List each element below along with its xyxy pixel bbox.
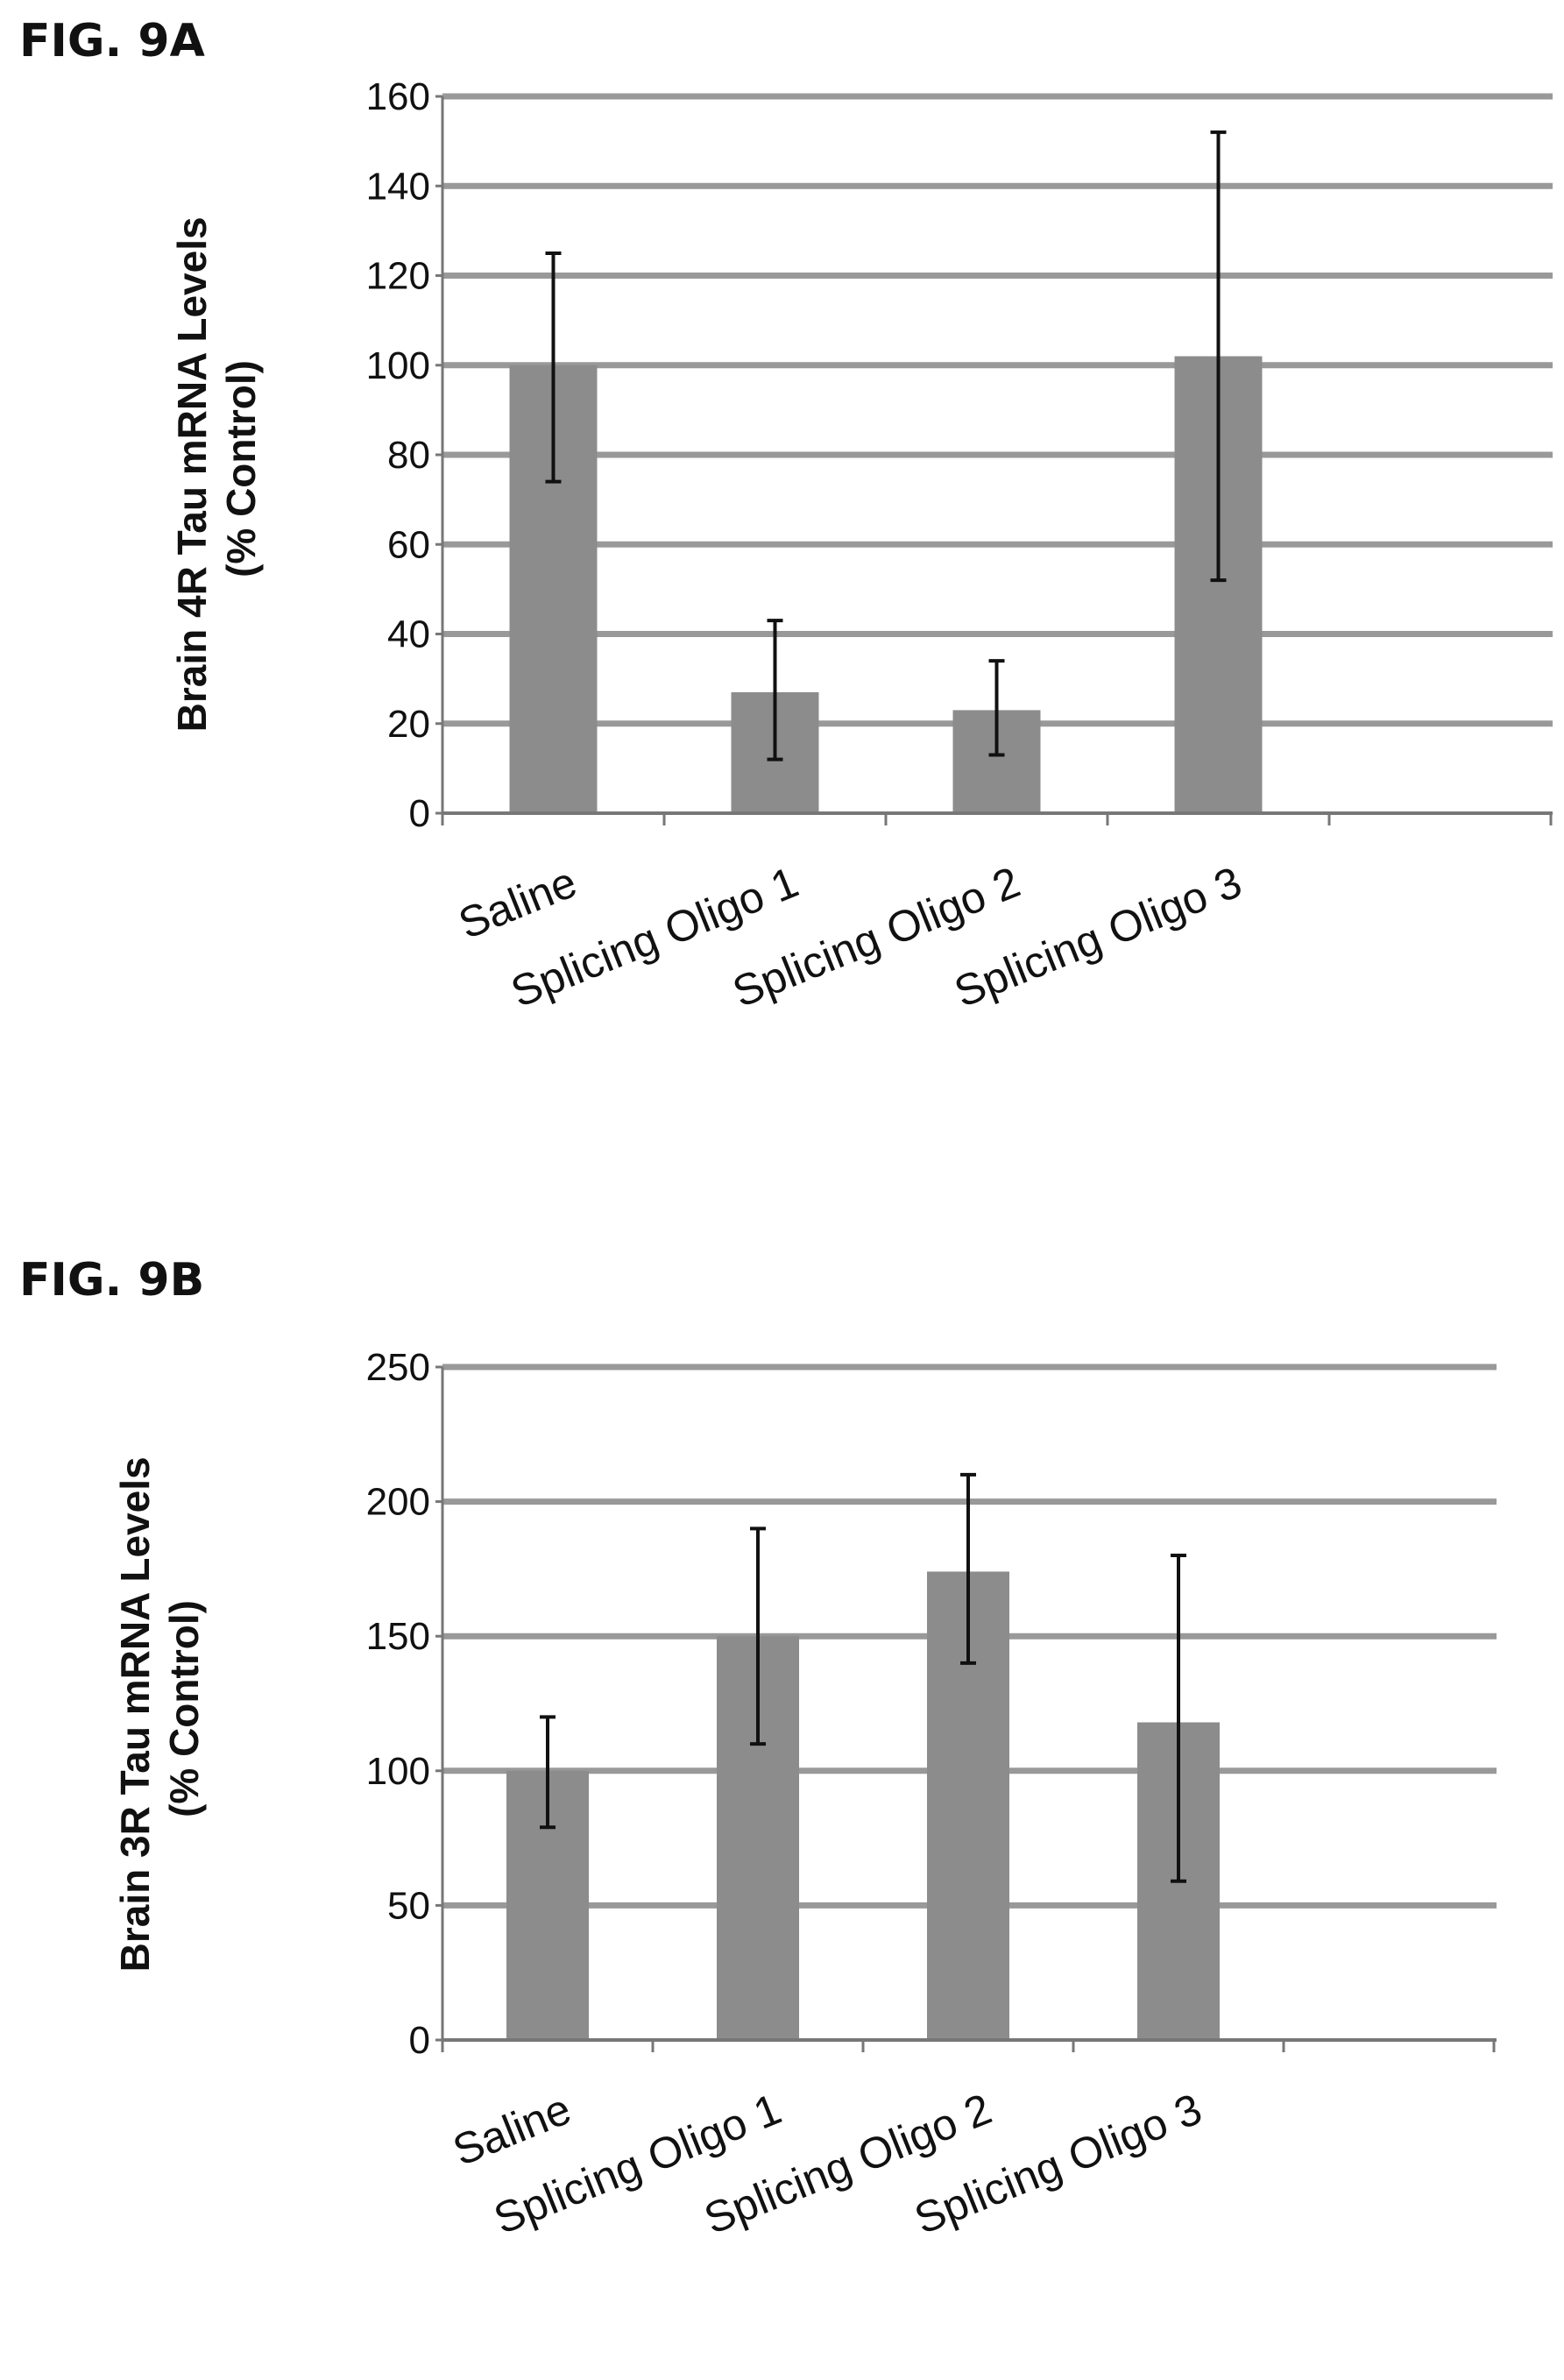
- bars-9a: [509, 356, 1263, 813]
- y-tick-label-9a-60: 60: [387, 523, 430, 566]
- axes-9b: [435, 1365, 1497, 2052]
- y-tick-label-9b-200: 200: [366, 1481, 430, 1524]
- y-tick-label-9a-100: 100: [366, 344, 430, 387]
- y-tick-labels-9a: 0 20 40 60 80 100 120 140 160: [366, 75, 430, 835]
- y-tick-label-9b-250: 250: [366, 1346, 430, 1389]
- figure-label-9a: FIG. 9A: [19, 15, 205, 67]
- y-tick-label-9b-50: 50: [387, 1884, 430, 1927]
- error-bars-9a: [545, 130, 1227, 761]
- category-label-9a-0: Saline: [452, 857, 584, 948]
- y-axis-label-9a: Brain 4R Tau mRNA Levels (% Control): [169, 206, 264, 733]
- y-tick-labels-9b: 0 50 100 150 200 250: [366, 1346, 430, 2062]
- gridlines-9a: [442, 93, 1553, 727]
- y-axis-label-9a-line1: Brain 4R Tau mRNA Levels: [169, 216, 215, 732]
- y-axis-label-9b-line2: (% Control): [161, 1600, 207, 1817]
- y-tick-label-9a-80: 80: [387, 434, 430, 477]
- y-axis-label-9b-line1: Brain 3R Tau mRNA Levels: [112, 1456, 158, 1972]
- chart-9b: FIG. 9B Brain 3R Tau mRNA Levels (% Cont…: [19, 1254, 1497, 2243]
- y-tick-label-9b-100: 100: [366, 1750, 430, 1793]
- y-tick-label-9a-0: 0: [409, 792, 430, 835]
- y-tick-label-9a-140: 140: [366, 165, 430, 208]
- y-tick-label-9a-20: 20: [387, 703, 430, 746]
- y-axis-label-9a-line2: (% Control): [218, 360, 264, 577]
- y-tick-label-9a-40: 40: [387, 613, 430, 656]
- category-label-9b-0: Saline: [446, 2084, 577, 2175]
- y-tick-label-9b-0: 0: [409, 2019, 430, 2062]
- y-axis-label-9b: Brain 3R Tau mRNA Levels (% Control): [112, 1446, 207, 1973]
- chart-9a: FIG. 9A Brain 4R Tau mRNA Levels (% Cont…: [19, 15, 1553, 1016]
- y-tick-label-9a-120: 120: [366, 255, 430, 298]
- axes-9a: [435, 95, 1553, 825]
- bars-9b: [506, 1571, 1220, 2040]
- figure-label-9b: FIG. 9B: [19, 1254, 204, 1307]
- error-bars-9b: [540, 1472, 1186, 1883]
- y-tick-label-9a-160: 160: [366, 75, 430, 118]
- y-tick-label-9b-150: 150: [366, 1615, 430, 1658]
